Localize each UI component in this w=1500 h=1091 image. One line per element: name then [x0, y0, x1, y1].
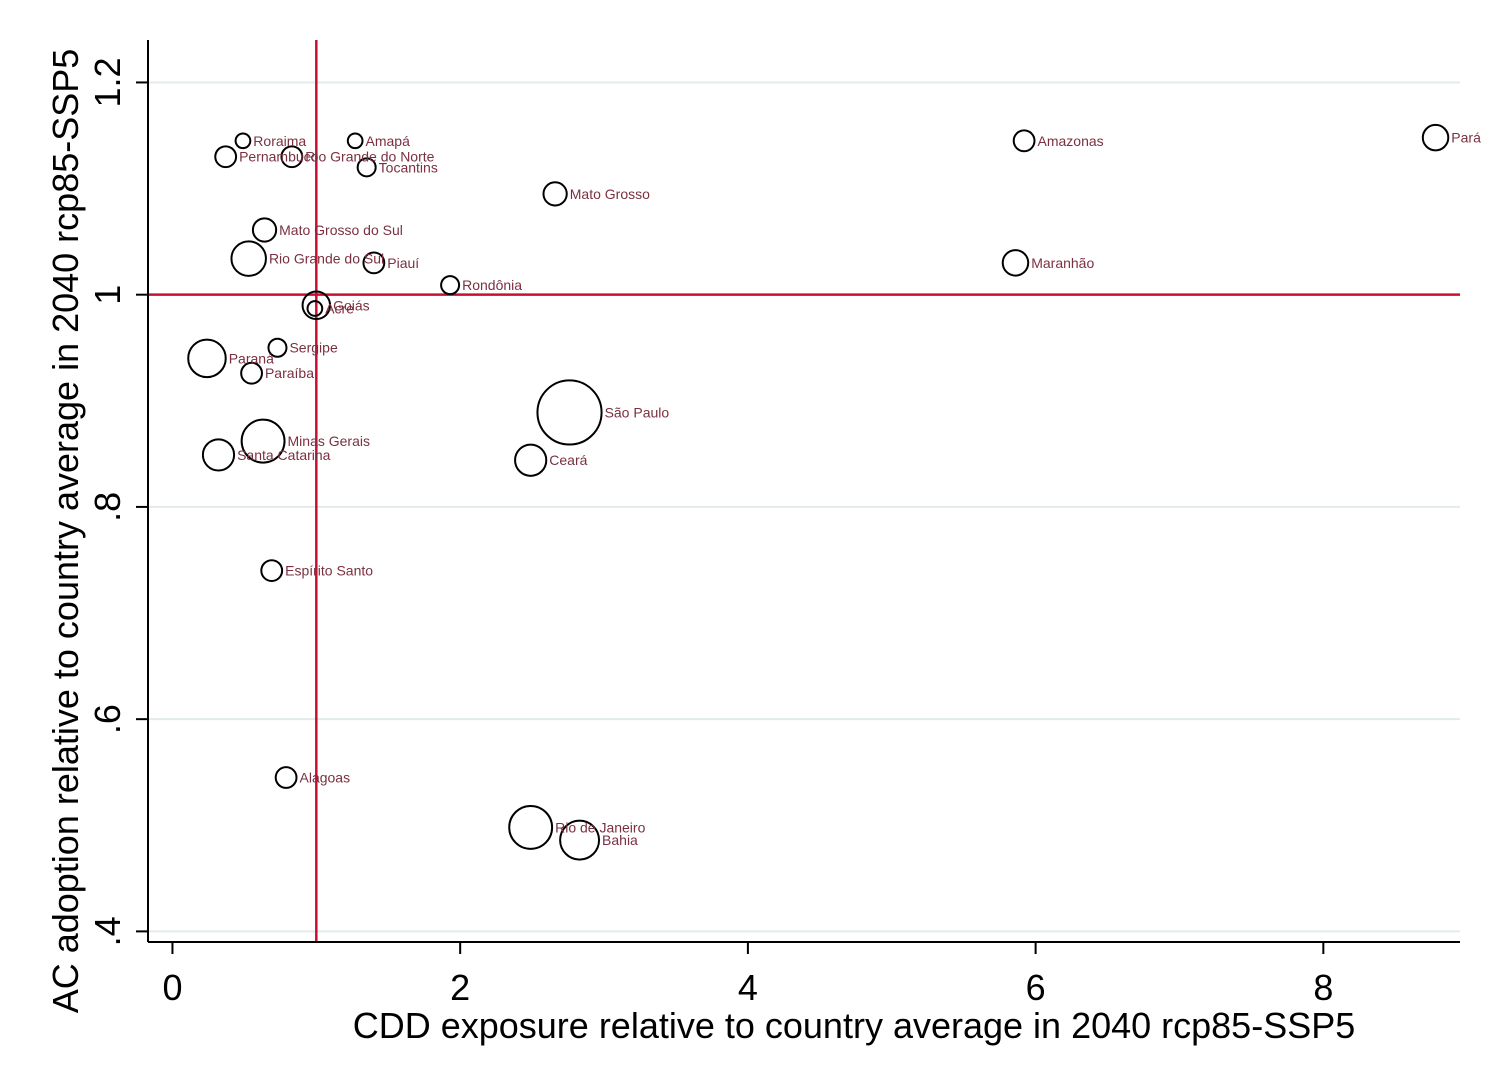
data-point — [267, 337, 288, 358]
data-point — [280, 145, 304, 169]
point-label: Tocantins — [379, 159, 438, 175]
data-point — [559, 819, 601, 861]
data-point — [230, 240, 267, 277]
y-tick-label: .4 — [87, 916, 128, 946]
data-point — [201, 438, 236, 472]
data-point — [1012, 129, 1036, 153]
data-point — [362, 251, 386, 275]
axes — [147, 40, 1460, 943]
data-point — [542, 181, 568, 207]
data-point — [240, 361, 263, 385]
point-label: Paraná — [229, 350, 274, 366]
x-axis-title: CDD exposure relative to country average… — [353, 1005, 1356, 1046]
data-points — [187, 123, 1450, 861]
point-label: Rio Grande do Norte — [305, 149, 434, 165]
point-label: Rio de Janeiro — [555, 819, 645, 835]
y-tick-label: 1.2 — [87, 57, 128, 107]
data-point — [536, 379, 603, 446]
point-label: Roraima — [253, 133, 306, 149]
point-label: Maranhão — [1031, 255, 1094, 271]
point-label: Mato Grosso — [570, 186, 650, 202]
data-point — [234, 132, 252, 150]
point-label: Acre — [325, 300, 354, 316]
point-label: Pará — [1451, 130, 1481, 146]
data-point — [306, 300, 324, 317]
data-point — [1001, 249, 1030, 277]
point-label: Sergipe — [289, 340, 337, 356]
point-label: Pernambuco — [239, 149, 319, 165]
reference-lines — [148, 40, 1460, 942]
data-point — [346, 132, 364, 150]
point-label: Goiás — [333, 297, 370, 313]
point-label: Espírito Santo — [285, 563, 373, 579]
x-axis-ticks: 0 2 4 6 8 — [162, 942, 1333, 1008]
y-tick-label: 1 — [87, 285, 128, 305]
point-label: Alagoas — [300, 770, 351, 786]
point-label: Paraíba — [265, 365, 314, 381]
data-point — [260, 559, 284, 582]
point-label: São Paulo — [605, 404, 670, 420]
data-point — [1421, 123, 1450, 152]
point-label: Amazonas — [1038, 133, 1104, 149]
point-label: Santa Catarina — [237, 447, 331, 463]
data-point — [514, 443, 548, 477]
point-label: Piauí — [387, 255, 419, 271]
y-tick-label: .6 — [87, 704, 128, 734]
data-point — [440, 275, 461, 296]
data-point — [251, 217, 278, 243]
data-point — [356, 157, 377, 178]
data-point — [187, 338, 227, 379]
data-point — [274, 766, 298, 789]
point-label: Amapá — [366, 133, 411, 149]
y-tick-label: .8 — [87, 492, 128, 522]
point-label: Rondônia — [462, 277, 522, 293]
data-point — [214, 145, 238, 169]
point-label: Minas Gerais — [288, 433, 370, 449]
x-tick-label: 4 — [738, 967, 758, 1008]
x-tick-label: 0 — [162, 967, 182, 1008]
data-point — [301, 290, 332, 321]
x-tick-label: 6 — [1026, 967, 1046, 1008]
point-label: Ceará — [549, 452, 587, 468]
y-axis-ticks: .4 .6 .8 1 1.2 — [87, 57, 148, 946]
y-axis-title: AC adoption relative to country average … — [45, 49, 86, 1014]
x-tick-label: 8 — [1313, 967, 1333, 1008]
data-point — [508, 804, 554, 850]
x-tick-label: 2 — [450, 967, 470, 1008]
point-label: Mato Grosso do Sul — [279, 222, 403, 238]
point-label: Bahia — [602, 832, 638, 848]
point-label: Rio Grande do Sul — [269, 251, 384, 267]
data-point — [240, 418, 286, 464]
